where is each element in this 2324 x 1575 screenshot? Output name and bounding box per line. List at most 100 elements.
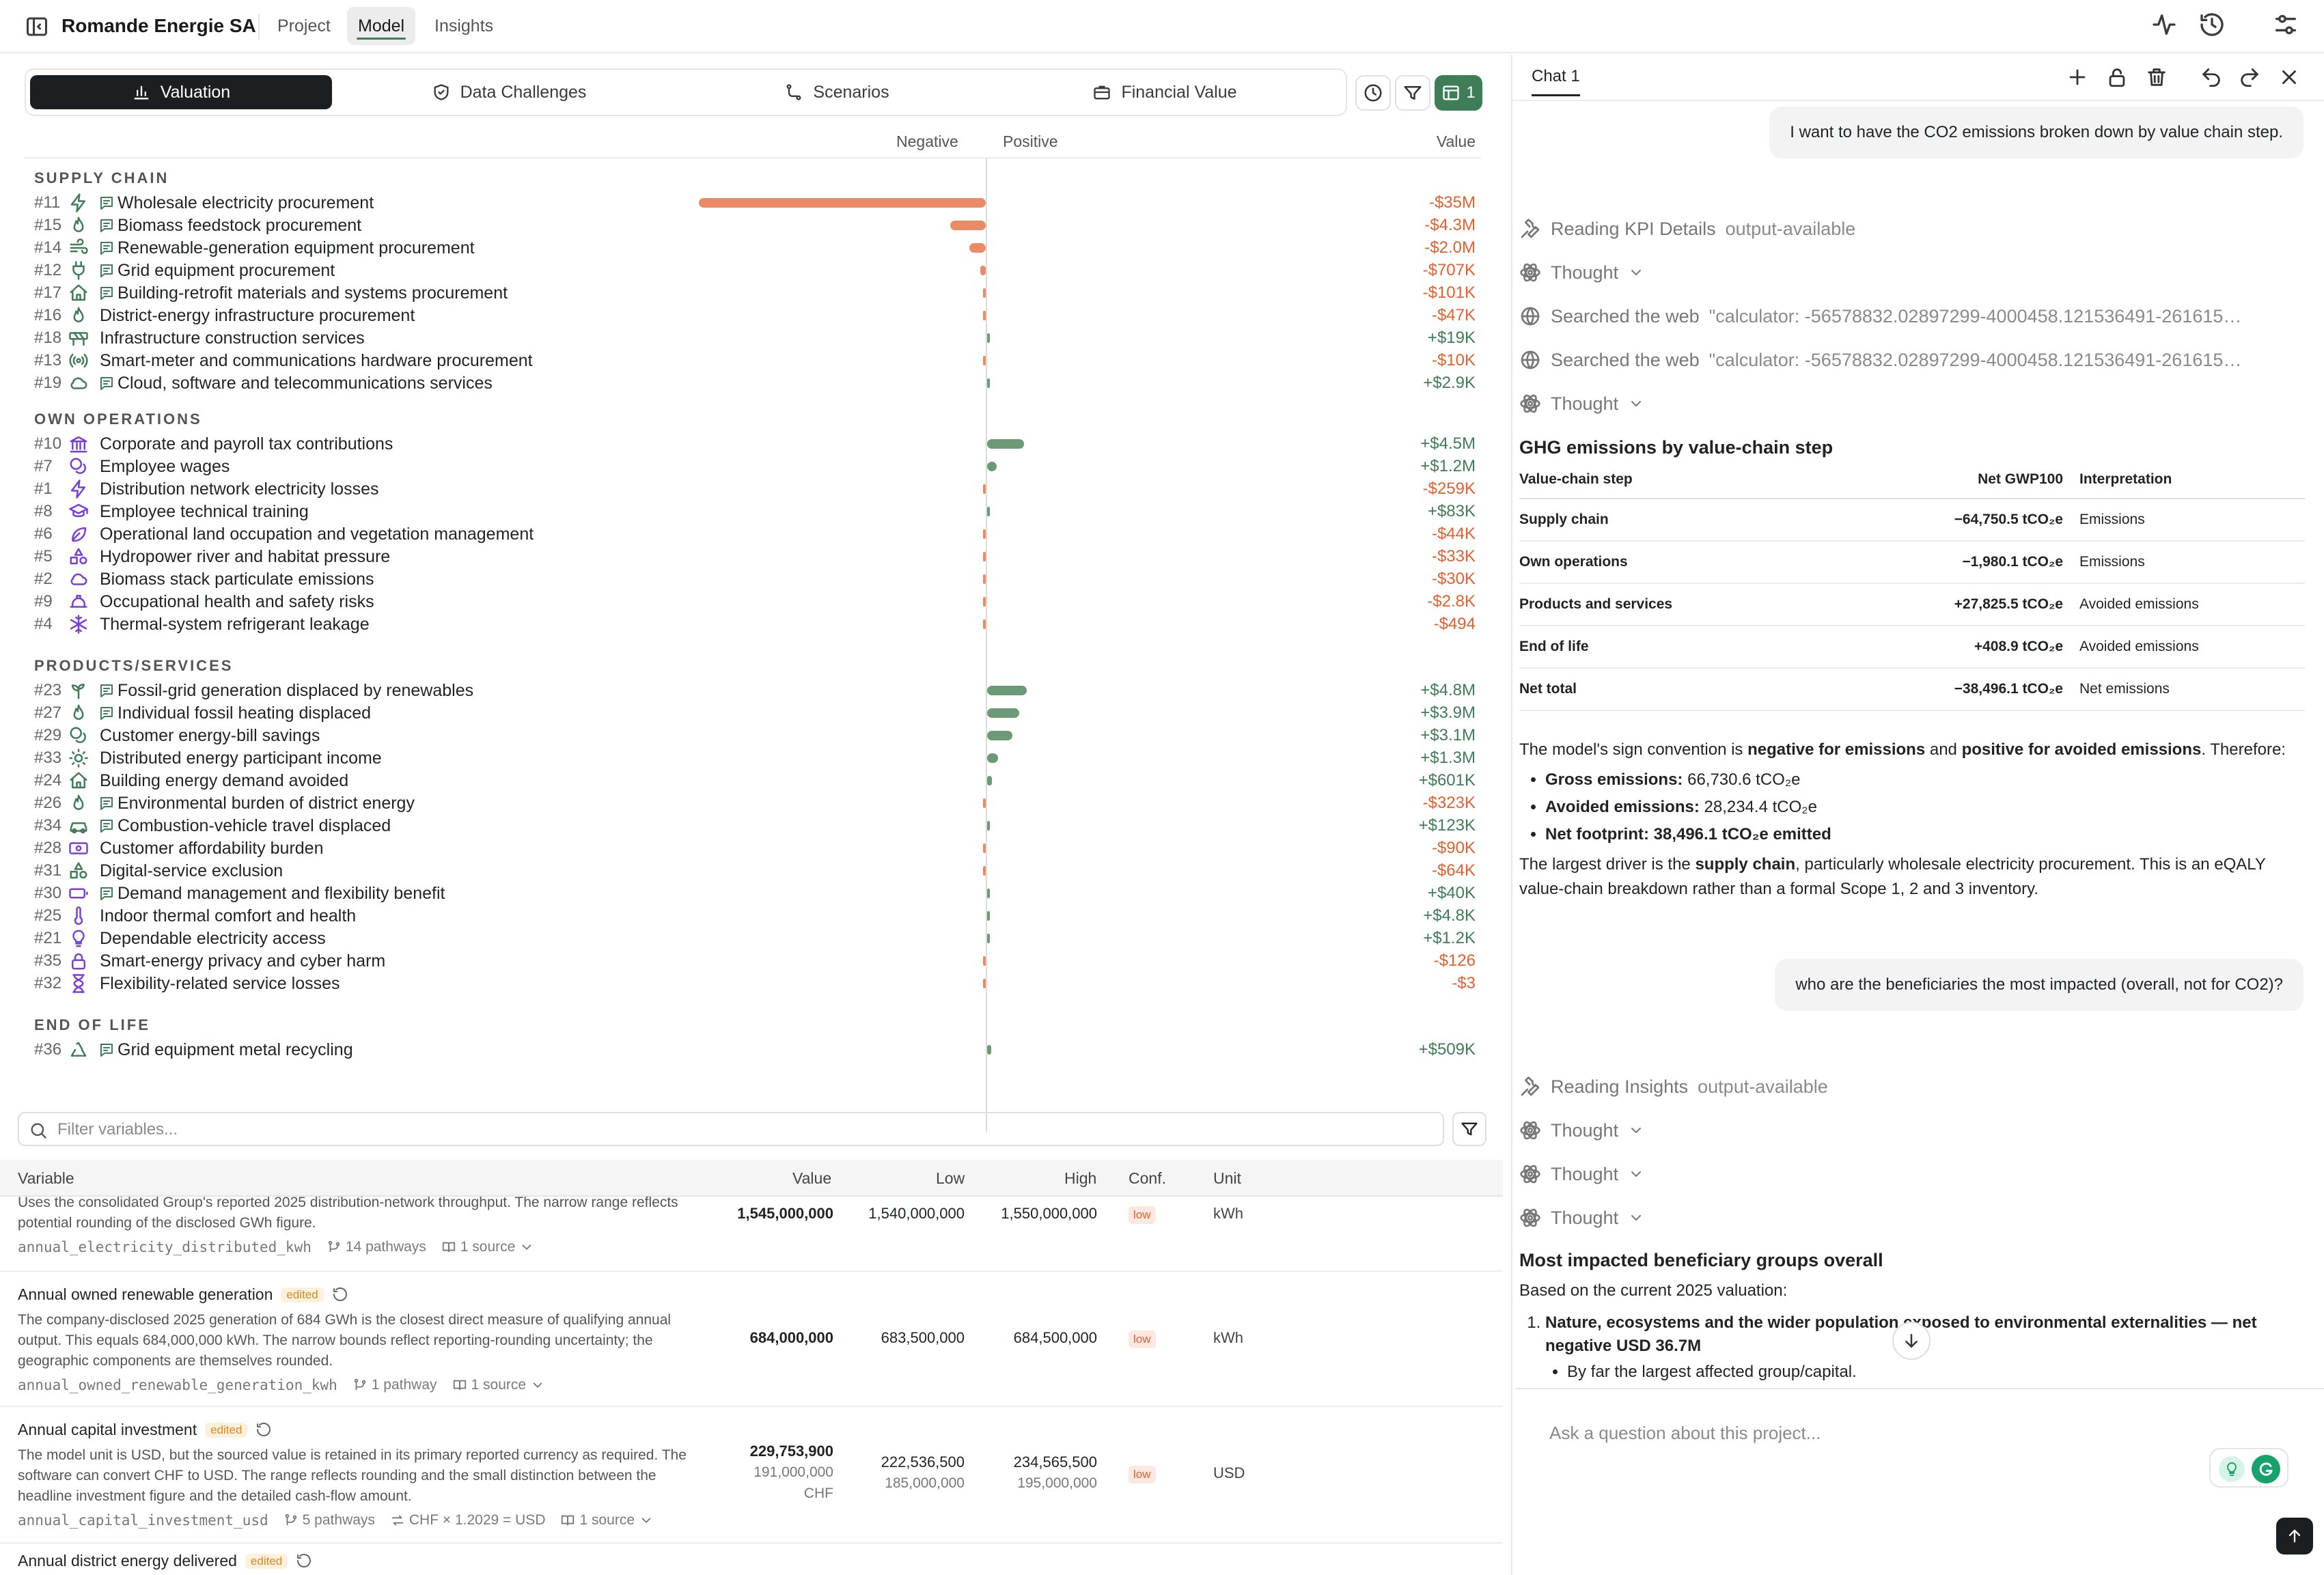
table-view-button[interactable]: 1 [1435,75,1482,111]
valuation-row[interactable]: #15 Biomass feedstock procurement -$4.3M [34,214,1476,236]
tab-scenarios[interactable]: Scenarios [686,75,988,109]
row-value: -$126 [1433,951,1476,970]
pathways-link[interactable]: 1 pathway [352,1377,437,1393]
row-label: Thermal-system refrigerant leakage [100,615,370,634]
col-unit: Unit [1213,1169,1241,1187]
row-value: -$707K [1422,261,1476,279]
scroll-to-bottom-button[interactable] [1892,1322,1931,1360]
activity-icon[interactable] [2150,11,2178,38]
chevron-down-icon [522,1244,531,1250]
variable-filter-button[interactable] [1452,1112,1486,1146]
valuation-row[interactable]: #14 Renewable-generation equipment procur… [34,236,1476,259]
reset-icon[interactable] [255,1421,272,1438]
writing-assistant[interactable] [2209,1448,2288,1488]
agent-step[interactable]: Searched the web "calculator: -56578832.0… [1519,303,2241,329]
variable-row[interactable]: Annual district energy delivered edited [0,1544,1503,1575]
banknote-icon [69,842,88,854]
sources-dropdown[interactable]: 1 source [560,1512,654,1529]
valuation-row[interactable]: #31 Digital-service exclusion -$64K [34,859,1476,882]
tab-data-challenges[interactable]: Data Challenges [358,75,660,109]
grammar-assistant-icon[interactable] [2252,1455,2280,1483]
valuation-row[interactable]: #16 District-energy infrastructure procur… [34,304,1476,326]
filter-toggle-button[interactable] [1395,75,1430,111]
valuation-row[interactable]: #35 Smart-energy privacy and cyber harm -$… [34,949,1476,972]
agent-step[interactable]: Thought [1519,391,1644,417]
tab-financial-value[interactable]: Financial Value [1014,75,1316,109]
variable-row[interactable]: Annual capital investment edited The mode… [0,1407,1503,1544]
variable-row[interactable]: Annual owned renewable generation edited … [0,1272,1503,1407]
valuation-row[interactable]: #18 Infrastructure construction services +… [34,326,1476,349]
agent-step[interactable]: Thought [1519,260,1644,285]
close-icon[interactable] [2278,66,2301,89]
sources-dropdown[interactable]: 1 source [441,1239,535,1255]
valuation-row[interactable]: #25 Indoor thermal comfort and health +$4.… [34,904,1476,927]
reset-icon[interactable] [332,1286,348,1302]
sources-dropdown[interactable]: 1 source [452,1377,546,1393]
variable-row[interactable]: Uses the consolidated Group's reported 2… [0,1197,1503,1272]
valuation-row[interactable]: #8 Employee technical training +$83K [34,500,1476,522]
valuation-row[interactable]: #10 Corporate and payroll tax contributio… [34,432,1476,455]
valuation-row[interactable]: #33 Distributed energy participant income… [34,747,1476,769]
valuation-row[interactable]: #28 Customer affordability burden -$90K [34,837,1476,859]
agent-step[interactable]: Thought [1519,1205,1644,1231]
panel-divider[interactable] [1511,55,1512,1575]
chat-input[interactable] [1549,1419,2164,1447]
pathways-link[interactable]: 5 pathways [283,1512,375,1529]
valuation-row[interactable]: #5 Hydropower river and habitat pressure -… [34,545,1476,568]
valuation-row[interactable]: #9 Occupational health and safety risks -$… [34,590,1476,613]
valuation-row[interactable]: #32 Flexibility-related service losses -$3 [34,972,1476,994]
zero-axis-line [986,158,987,1132]
undo-icon[interactable] [2200,66,2223,89]
flame-icon [73,217,84,232]
tab-insights[interactable]: Insights [434,16,494,36]
pathways-link[interactable]: 14 pathways [327,1239,426,1255]
sidebar-toggle-icon[interactable] [25,14,49,39]
send-button[interactable] [2276,1518,2313,1555]
new-chat-icon[interactable] [2066,66,2089,89]
tab-project[interactable]: Project [277,16,331,36]
chat-tab[interactable]: Chat 1 [1532,67,1580,96]
valuation-row[interactable]: #1 Distribution network electricity losse… [34,477,1476,500]
history-icon[interactable] [2198,11,2226,38]
ghg-row: Supply chain −64,750.5 tCO₂e Emissions [1519,499,2305,542]
agent-step[interactable]: Thought [1519,1117,1644,1143]
valuation-row[interactable]: #21 Dependable electricity access +$1.2K [34,927,1476,949]
trash-icon[interactable] [2145,66,2168,89]
lightbulb-icon[interactable] [2219,1456,2245,1482]
agent-step[interactable]: Thought [1519,1161,1644,1187]
valuation-row[interactable]: #30 Demand management and flexibility ben… [34,882,1476,904]
valuation-row[interactable]: #7 Employee wages +$1.2M [34,455,1476,477]
valuation-row[interactable]: #29 Customer energy-bill savings +$3.1M [34,724,1476,747]
valuation-row[interactable]: #36 Grid equipment metal recycling +$509K [34,1038,1476,1061]
valuation-row[interactable]: #24 Building energy demand avoided +$601K [34,769,1476,792]
settings-sliders-icon[interactable] [2272,11,2299,38]
redo-icon[interactable] [2238,66,2261,89]
row-label: Customer affordability burden [100,839,324,858]
tab-model[interactable]: Model [347,7,416,45]
valuation-row[interactable]: #6 Operational land occupation and vegeta… [34,522,1476,545]
agent-step[interactable]: Reading Insights output-available [1519,1074,1828,1100]
valuation-row[interactable]: #23 Fossil-grid generation displaced by r… [34,679,1476,701]
valuation-row[interactable]: #13 Smart-meter and communications hardwa… [34,349,1476,372]
valuation-row[interactable]: #27 Individual fossil heating displaced +$… [34,701,1476,724]
valuation-row[interactable]: #17 Building-retrofit materials and syste… [34,281,1476,304]
list-item: Avoided emissions: 28,234.4 tCO₂e [1545,794,1831,821]
valuation-row[interactable]: #34 Combustion-vehicle travel displaced +$… [34,814,1476,837]
valuation-row[interactable]: #26 Environmental burden of district ener… [34,792,1476,814]
valuation-row[interactable]: #2 Biomass stack particulate emissions -$3… [34,568,1476,590]
tab-valuation[interactable]: Valuation [30,75,332,109]
valuation-row[interactable]: #19 Cloud, software and telecommunication… [34,372,1476,394]
row-number: #25 [34,906,62,925]
filter-variables-input[interactable] [57,1117,1424,1142]
agent-step[interactable]: Searched the web "calculator: -56578832.0… [1519,347,2241,373]
chevron-down-icon [641,1518,651,1523]
clock-button[interactable] [1355,75,1391,111]
reset-icon[interactable] [296,1552,312,1569]
agent-step[interactable]: Reading KPI Details output-available [1519,216,1855,242]
row-label: Smart-energy privacy and cyber harm [100,951,386,971]
valuation-row[interactable]: #11 Wholesale electricity procurement -$35… [34,191,1476,214]
valuation-row[interactable]: #4 Thermal-system refrigerant leakage -$49… [34,613,1476,635]
lock-icon[interactable] [2105,66,2129,89]
value-bar [987,776,993,785]
valuation-row[interactable]: #12 Grid equipment procurement -$707K [34,259,1476,281]
